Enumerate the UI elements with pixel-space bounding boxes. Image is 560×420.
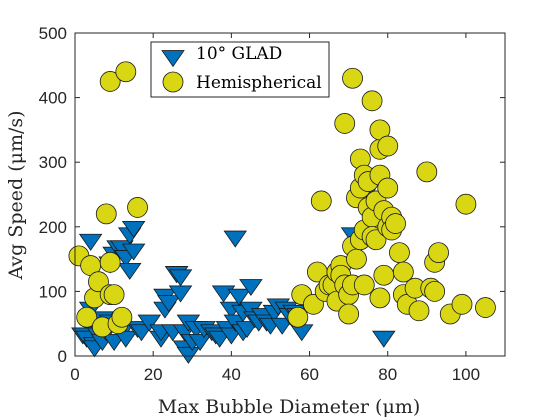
hemispherical-point xyxy=(475,297,496,318)
y-tick-label: 200 xyxy=(39,218,67,237)
glad-point xyxy=(168,269,193,287)
axes-box xyxy=(74,32,506,357)
y-axis-label: Avg Speed (μm/s) xyxy=(5,110,27,280)
legend-marker-glad xyxy=(161,50,185,68)
legend-label-hemispherical: Hemispherical xyxy=(196,73,322,93)
hemispherical-point xyxy=(389,242,410,264)
hemispherical-point xyxy=(115,61,137,83)
glad-point xyxy=(78,233,103,251)
y-tick-label: 100 xyxy=(39,282,67,301)
hemispherical-point xyxy=(111,306,133,328)
hemispherical-point xyxy=(127,197,148,218)
hemispherical-point xyxy=(451,293,473,315)
glad-point xyxy=(157,295,181,313)
hemispherical-point xyxy=(338,303,360,325)
axes: 0 20 40 60 80 100 0 100 200 300 400 500 xyxy=(39,24,506,384)
hemispherical-point xyxy=(373,264,395,286)
hemispherical-point xyxy=(76,306,98,328)
legend-label-glad: 10° GLAD xyxy=(196,44,282,64)
glad-point xyxy=(188,334,212,351)
legend-marker-hemispherical xyxy=(162,71,184,93)
hemispherical-point xyxy=(385,213,406,234)
glad-point xyxy=(117,262,142,280)
hemispherical-point xyxy=(95,203,117,225)
legend: 10° GLAD Hemispherical xyxy=(150,41,330,98)
hemispherical-point xyxy=(99,251,121,273)
hemispherical-point xyxy=(103,284,125,306)
x-tick-label: 60 xyxy=(300,365,319,384)
glad-point xyxy=(129,324,154,342)
hemispherical-point xyxy=(392,261,414,283)
hemispherical-point xyxy=(455,193,477,215)
hemispherical-point xyxy=(287,306,309,328)
y-tick-label: 300 xyxy=(39,153,67,172)
y-tick-label: 400 xyxy=(39,89,67,108)
y-tick-label: 0 xyxy=(58,347,67,366)
glad-point xyxy=(176,346,201,364)
hemispherical-point xyxy=(310,190,332,212)
hemispherical-point xyxy=(99,71,121,92)
hemispherical-point xyxy=(353,274,375,296)
hemispherical-point xyxy=(346,248,367,270)
glad-point xyxy=(235,321,259,339)
hemispherical-point xyxy=(428,242,449,264)
glad-point xyxy=(270,317,294,335)
glad-point xyxy=(121,243,146,261)
glad-point xyxy=(239,279,263,297)
hemispherical-point xyxy=(342,67,363,89)
hemispherical-point xyxy=(377,177,399,199)
x-tick-label: 20 xyxy=(144,365,163,384)
hemispherical-point xyxy=(377,135,399,157)
hemispherical-point xyxy=(334,113,356,134)
glad-point xyxy=(223,230,248,248)
hemispherical-point xyxy=(408,300,430,322)
glad-point xyxy=(137,314,162,332)
glad-point xyxy=(121,220,146,238)
x-tick-label: 40 xyxy=(222,365,241,384)
y-tick-label: 500 xyxy=(39,24,67,43)
hemispherical-point xyxy=(361,90,383,112)
glad-point xyxy=(114,330,138,348)
hemispherical-point xyxy=(369,287,391,309)
x-axis-label: Max Bubble Diameter (μm) xyxy=(158,396,421,418)
x-tick-label: 80 xyxy=(378,365,397,384)
x-tick-label: 0 xyxy=(70,365,79,384)
glad-point xyxy=(372,330,396,348)
glad-point xyxy=(227,288,251,306)
x-tick-label: 100 xyxy=(452,365,480,384)
hemispherical-point xyxy=(416,161,438,183)
hemispherical-point xyxy=(424,280,446,302)
